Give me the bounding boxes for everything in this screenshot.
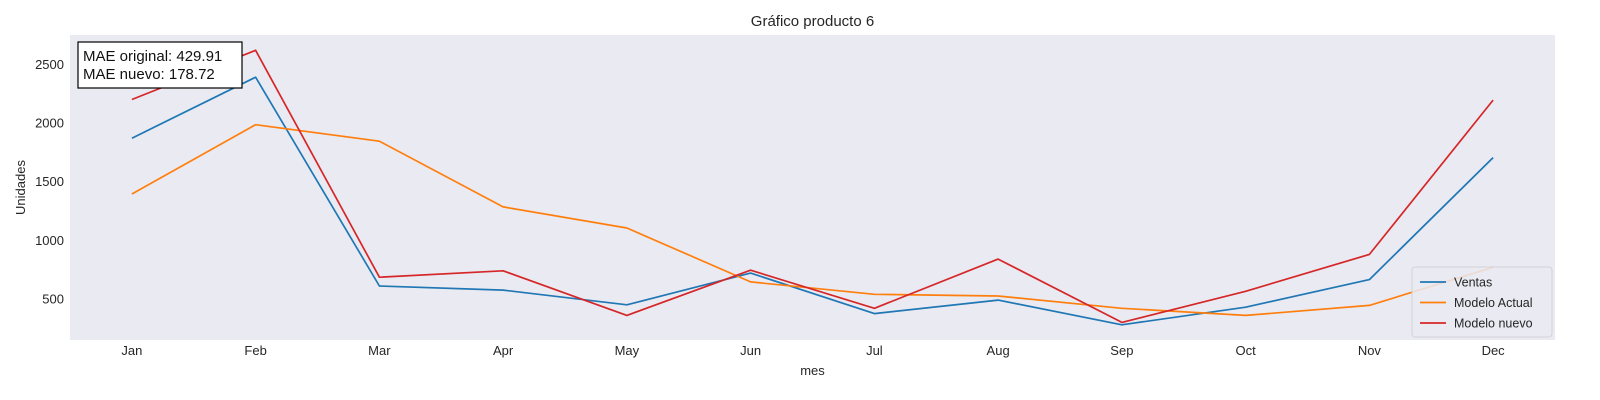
y-axis-label: Unidades <box>13 160 28 215</box>
y-tick-label: 1500 <box>35 174 64 189</box>
x-tick-label: Jun <box>740 343 761 358</box>
legend-label: Modelo nuevo <box>1454 317 1533 331</box>
x-tick-label: Sep <box>1110 343 1133 358</box>
plot-area <box>70 35 1555 340</box>
y-tick-label: 1000 <box>35 233 64 248</box>
series-line-2 <box>131 123 1494 317</box>
y-tick-label: 2500 <box>35 57 64 72</box>
x-tick-label: Jan <box>121 343 142 358</box>
mae-annotation-box <box>77 41 243 89</box>
series-line-1 <box>131 76 1494 326</box>
legend-box <box>1411 266 1553 338</box>
x-tick-label: Oct <box>1236 343 1257 358</box>
x-tick-label: Feb <box>244 343 266 358</box>
series-layer <box>131 49 1494 326</box>
mae-annotation: MAE original: 429.91 MAE nuevo: 178.72 <box>77 41 243 89</box>
x-tick-label: Aug <box>987 343 1010 358</box>
series-line-3 <box>131 49 1494 324</box>
x-tick-label: Jul <box>866 343 883 358</box>
legend-label: Ventas <box>1454 276 1492 290</box>
x-tick-label: Apr <box>493 343 514 358</box>
mae-original-text: MAE original: 429.91 <box>83 48 222 65</box>
legend-label: Modelo Actual <box>1454 296 1533 310</box>
x-axis-label: mes <box>800 363 825 378</box>
y-axis: 500 1000 1500 2000 2500 <box>35 57 64 307</box>
x-tick-label: May <box>615 343 640 358</box>
mae-nuevo-text: MAE nuevo: 178.72 <box>83 66 215 83</box>
y-tick-label: 500 <box>42 291 64 306</box>
x-tick-label: Mar <box>368 343 391 358</box>
x-tick-label: Nov <box>1358 343 1382 358</box>
chart-title: Gráfico producto 6 <box>751 13 874 30</box>
x-axis: Jan Feb Mar Apr May Jun Jul Aug Sep Oct Nov Dec <box>121 343 1505 358</box>
y-tick-label: 2000 <box>35 115 64 130</box>
legend: Ventas Modelo Actual Modelo nuevo <box>1411 266 1553 338</box>
x-tick-label: Dec <box>1482 343 1506 358</box>
